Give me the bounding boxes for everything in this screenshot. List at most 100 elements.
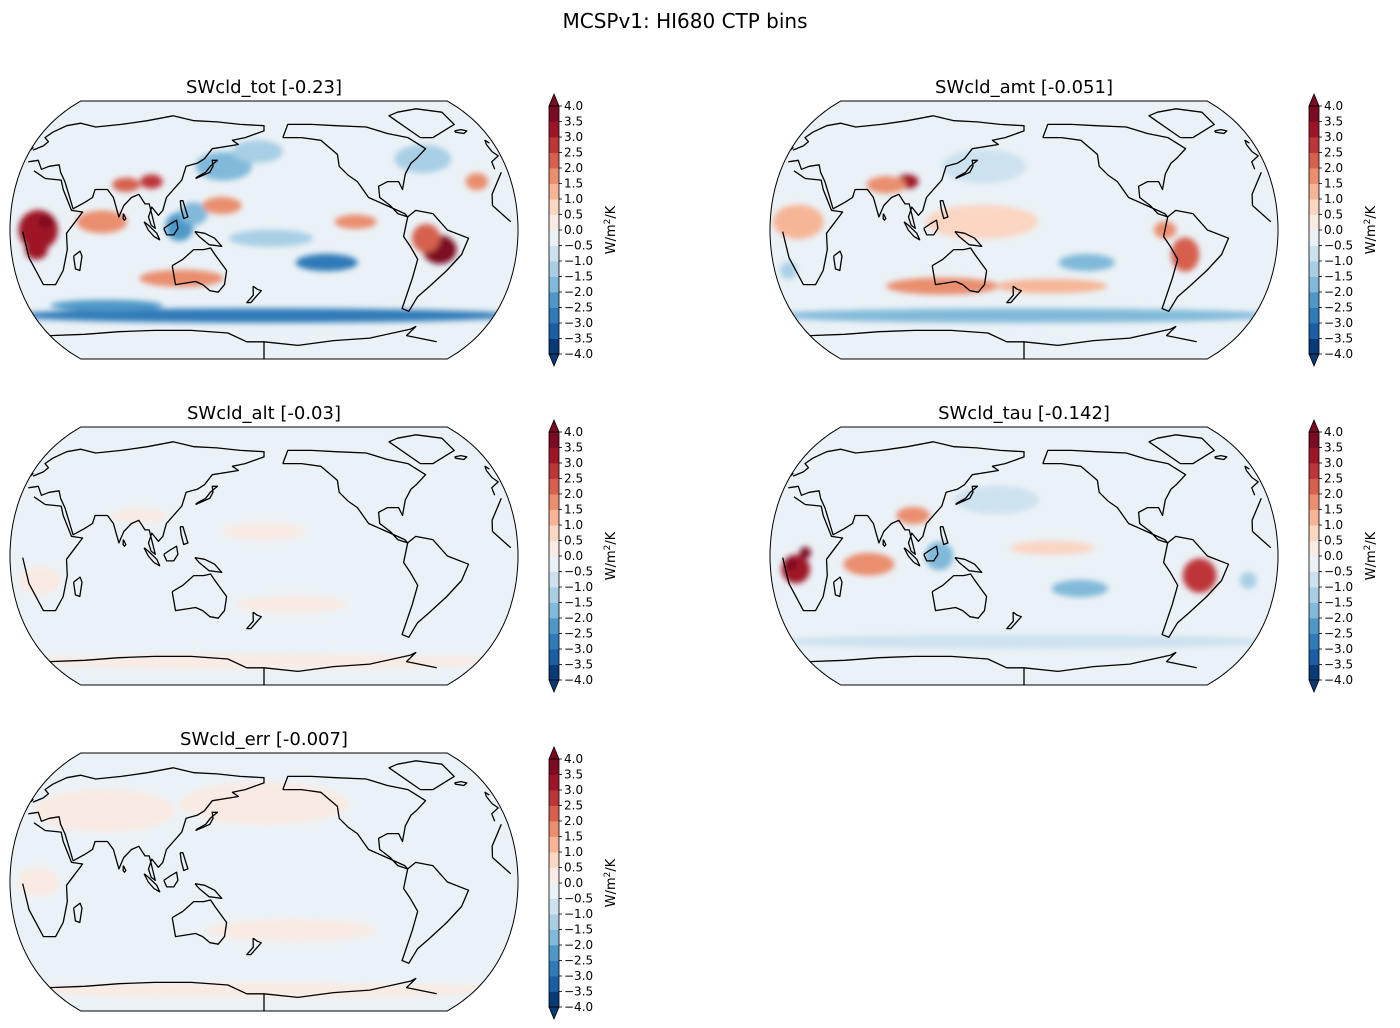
coastline-greenland [1148, 434, 1215, 465]
colorbar-label-sup: 2 [1363, 545, 1373, 551]
colorbar-tick-label: −0.5 [564, 892, 593, 906]
coastline-sumatra [143, 873, 161, 893]
figure-title: MCSPv1: HI680 CTP bins [562, 9, 807, 33]
colorbar-tick-label: 2.5 [1324, 146, 1343, 160]
map-boundary [9, 426, 519, 686]
colorbar-extend-min [548, 353, 560, 368]
coastline-philippines [939, 200, 949, 220]
colorbar-segment [1309, 602, 1319, 619]
colorbar-segment [549, 276, 559, 293]
colorbar-segment [549, 602, 559, 619]
map-boundary [769, 100, 1279, 360]
colorbar-label-tail: /K [604, 531, 619, 544]
colorbar-tick-label: −3.0 [564, 316, 593, 330]
anomaly-region [1058, 253, 1115, 272]
colorbar-tick-label: −3.5 [564, 332, 593, 346]
coastline-japan [955, 485, 979, 506]
colorbar-label-base: W/m [1364, 224, 1379, 254]
colorbar-tick-label: −3.0 [1324, 642, 1353, 656]
coastline-north_america [1042, 449, 1187, 544]
coastlines [782, 108, 1272, 359]
anomaly-region [18, 566, 61, 595]
colorbar-extend-max [548, 92, 560, 107]
colorbar-tick-label: 1.5 [564, 177, 583, 191]
colorbar-tick-label: 3.0 [564, 456, 583, 470]
colorbar-segment [549, 494, 559, 510]
coastline-south_america [401, 209, 470, 312]
colorbar-label-base: W/m [604, 550, 619, 580]
panel-tot: SWcld_tot [-0.23]−4.0−3.5−3.0−2.5−2.0−1.… [9, 77, 619, 368]
colorbar-tick-label: −4.0 [1324, 347, 1353, 361]
colorbar-tick-label: 3.0 [564, 130, 583, 144]
colorbar-segment [549, 199, 559, 215]
coastline-south_america [1161, 209, 1230, 312]
colorbar-segment [549, 214, 559, 231]
colorbar-tick-label: 1.0 [1324, 518, 1343, 532]
colorbar-segment [1309, 463, 1319, 479]
panel-alt: SWcld_alt [-0.03]−4.0−3.5−3.0−2.5−2.0−1.… [9, 403, 619, 694]
colorbar-segment [549, 945, 559, 961]
coastline-japan [955, 159, 979, 180]
map-boundary [769, 426, 1279, 686]
coastline-iceland [1214, 454, 1228, 461]
coastlines [22, 434, 512, 685]
anomaly-region [896, 506, 931, 525]
coastline-sumatra [903, 547, 921, 567]
field-background [770, 427, 1278, 685]
anomaly-region [925, 204, 1039, 240]
anomaly-region [770, 634, 1278, 649]
field-tot [10, 101, 518, 359]
field-alt [10, 427, 518, 685]
coastline-eurasia [788, 115, 1259, 230]
colorbar-label-base: W/m [1364, 550, 1379, 580]
colorbar-segment [1309, 230, 1319, 246]
colorbar-segment [1309, 525, 1319, 541]
colorbar-label-base: W/m [604, 877, 619, 907]
anomaly-region [112, 177, 141, 192]
colorbar-extend-max [1308, 92, 1320, 107]
colorbar-tick-label: 1.5 [1324, 177, 1343, 191]
anomaly-region [38, 216, 53, 228]
colorbar-tick-label: 1.0 [564, 518, 583, 532]
colorbar-tick-label: −3.5 [564, 985, 593, 999]
colorbar-extend-min [1308, 353, 1320, 368]
colorbar-segment [549, 137, 559, 153]
colorbar-segment [549, 432, 559, 448]
coastline-philippines [179, 852, 189, 872]
anomaly-region [25, 239, 48, 260]
anomaly-region [785, 558, 797, 570]
anomaly-region [206, 918, 377, 942]
colorbar-tick-label: −2.0 [564, 285, 593, 299]
coastline-new_guinea [194, 882, 223, 900]
coastline-iceland [454, 128, 468, 135]
coastline-north_america [282, 775, 427, 870]
colorbar-segment [1309, 199, 1319, 215]
coastline-philippines [179, 200, 189, 220]
anomaly-region [843, 552, 895, 576]
coastline-australia [171, 573, 228, 619]
colorbar-segment [1309, 494, 1319, 510]
colorbar-tick-label: −1.0 [564, 907, 593, 921]
coastline-new_zealand [1006, 285, 1022, 304]
colorbar-segment [549, 183, 559, 200]
coastline-eurasia [28, 441, 499, 556]
colorbar-extend-min [548, 1006, 560, 1021]
anomaly-region [295, 253, 358, 272]
coastline-madagascar [832, 576, 843, 598]
colorbar-segment [549, 618, 559, 634]
colorbar-tick-label: 3.5 [1324, 441, 1343, 455]
colorbar-segment [549, 836, 559, 853]
anomaly-region [10, 654, 518, 669]
anomaly-region [10, 308, 518, 323]
coastline-sri_lanka [122, 539, 127, 547]
colorbar-segment [1309, 338, 1319, 355]
anomaly-region [941, 149, 1027, 184]
panel-err: SWcld_err [-0.007]−4.0−3.5−3.0−2.5−2.0−1… [9, 729, 619, 1021]
colorbar-extend-min [1308, 679, 1320, 694]
coastline-australia [931, 247, 988, 293]
colorbar-segment [549, 976, 559, 992]
colorbar-segment [549, 867, 559, 884]
coastline-japan [195, 485, 219, 506]
colorbar-tick-label: −4.0 [564, 347, 593, 361]
colorbar-tick-label: −1.5 [564, 270, 593, 284]
